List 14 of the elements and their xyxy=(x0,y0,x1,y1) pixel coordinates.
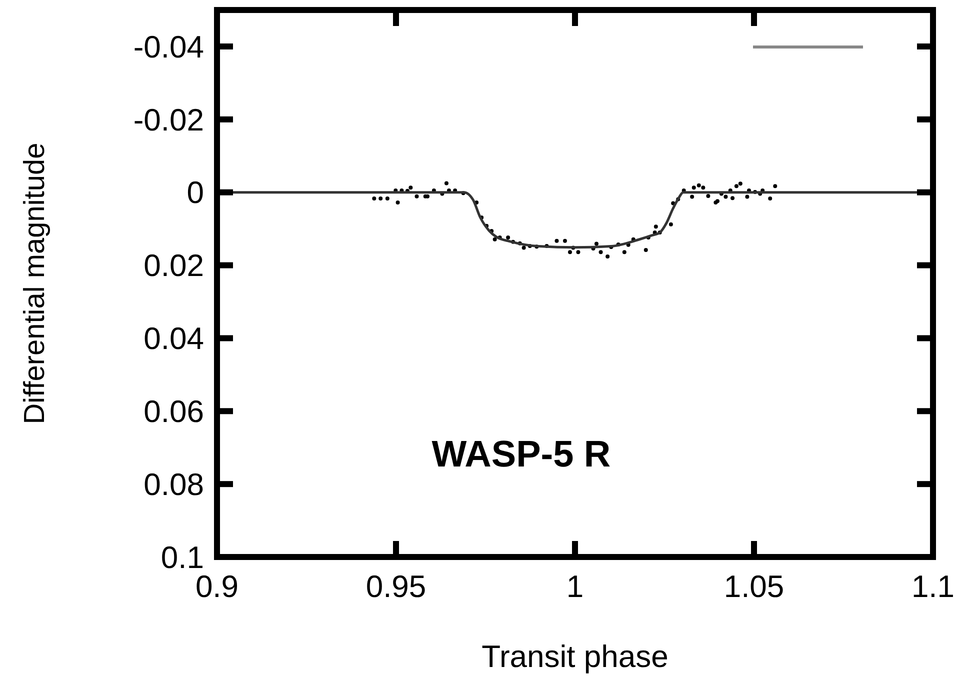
y-tick-label: 0.06 xyxy=(144,394,204,429)
y-tick-label: 0 xyxy=(186,175,204,210)
x-tick-label: 1.1 xyxy=(911,569,955,604)
y-tick-label: -0.04 xyxy=(133,29,204,64)
y-tick-label: 0.02 xyxy=(144,248,204,284)
y-tick-label: -0.02 xyxy=(133,102,204,138)
x-tick-label: 0.95 xyxy=(366,569,426,604)
x-axis-title: Transit phase xyxy=(482,639,668,674)
x-tick-label: 1 xyxy=(566,569,584,604)
annotation: WASP-5 R xyxy=(432,434,611,475)
y-axis-title: Differential magnitude xyxy=(19,142,51,424)
x-tick-label: 1.05 xyxy=(724,569,784,604)
y-tick-label: 0.08 xyxy=(144,466,204,502)
y-tick-label: 0.04 xyxy=(144,321,204,356)
